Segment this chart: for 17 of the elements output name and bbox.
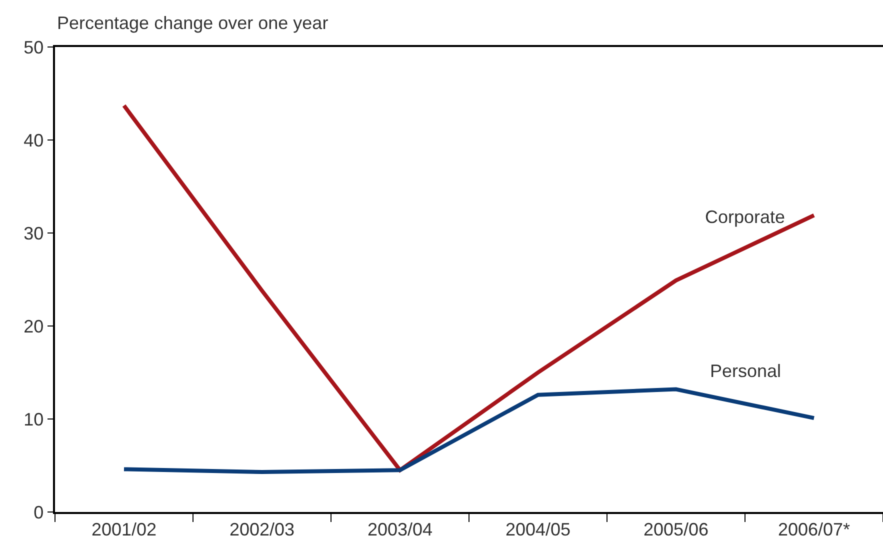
x-tick-label: 2004/05 [505, 519, 571, 540]
x-tick-label: 2003/04 [367, 519, 433, 540]
y-tick-label: 30 [24, 223, 44, 244]
x-tick-label: 2006/07* [778, 519, 850, 540]
y-tick-label: 20 [24, 316, 44, 336]
line-series [122, 104, 816, 472]
x-tick-label: 2005/06 [643, 519, 709, 540]
y-tick-label: 50 [24, 37, 44, 58]
y-tick-label: 40 [24, 130, 44, 150]
y-tick-label: 10 [24, 409, 44, 430]
x-tick-label: 2001/02 [91, 519, 157, 540]
line-series [122, 387, 816, 474]
x-tick-label: 2002/03 [229, 519, 295, 540]
y-tick-label: 0 [34, 502, 44, 522]
y-axis-title: Percentage change over one year [57, 13, 328, 33]
series-label: Personal [710, 361, 782, 381]
series-label: Corporate [705, 207, 786, 227]
